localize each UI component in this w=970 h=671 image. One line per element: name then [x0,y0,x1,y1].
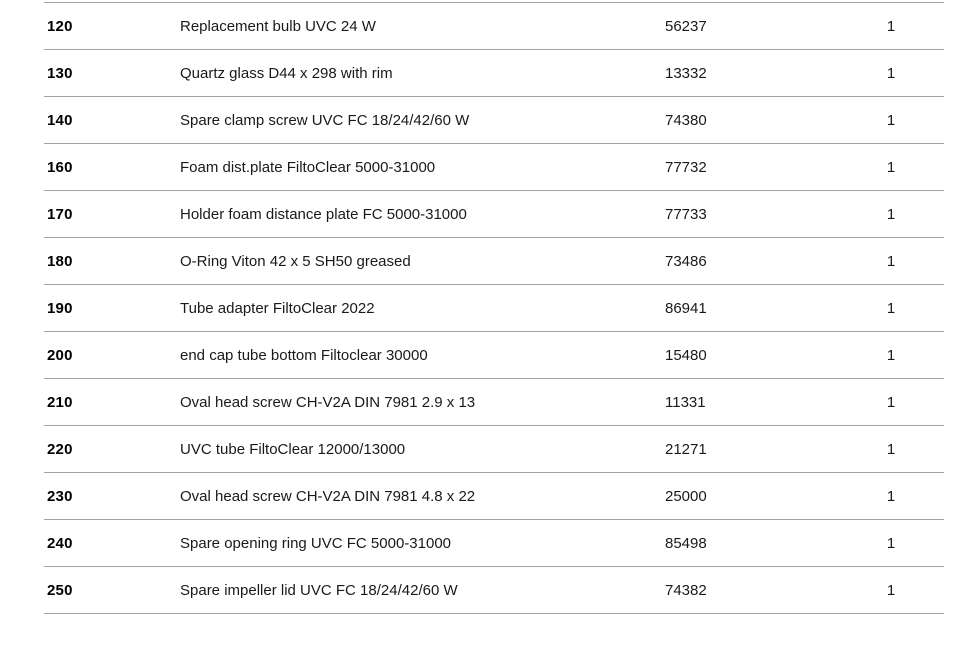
cell-description: Spare clamp screw UVC FC 18/24/42/60 W [180,111,470,129]
table-row[interactable]: 170 Holder foam distance plate FC 5000-31… [44,191,944,237]
cell-position: 130 [47,64,73,82]
spare-parts-table: 120 Replacement bulb UVC 24 W 56237 1 130 Qua… [44,2,944,614]
cell-part-number: 74380 [665,111,707,129]
table-row[interactable]: 140 Spare clamp screw UVC FC 18/24/42/60 … [44,97,944,143]
cell-quantity: 1 [886,205,896,223]
cell-description: Quartz glass D44 x 298 with rim [180,64,393,82]
cell-position: 220 [47,440,73,458]
table-row[interactable]: 120 Replacement bulb UVC 24 W 56237 1 [44,3,944,49]
cell-part-number: 77733 [665,205,707,223]
row-divider [44,2,944,3]
cell-position: 230 [47,487,73,505]
cell-description: Replacement bulb UVC 24 W [180,17,376,35]
cell-part-number: 77732 [665,158,707,176]
cell-quantity: 1 [886,581,896,599]
cell-part-number: 11331 [665,393,706,411]
row-divider [44,425,944,426]
cell-description: end cap tube bottom Filtoclear 30000 [180,346,428,364]
cell-quantity: 1 [886,158,896,176]
cell-position: 160 [47,158,73,176]
table-row[interactable]: 250 Spare impeller lid UVC FC 18/24/42/60… [44,567,944,613]
cell-description: Oval head screw CH-V2A DIN 7981 4.8 x 22 [180,487,476,505]
row-divider [44,143,944,144]
table-row[interactable]: 130 Quartz glass D44 x 298 with rim 13332 1 [44,50,944,96]
cell-description: O-Ring Viton 42 x 5 SH50 greased [180,252,411,270]
row-divider [44,472,944,473]
row-divider [44,190,944,191]
row-divider [44,378,944,379]
cell-position: 190 [47,299,73,317]
cell-quantity: 1 [886,346,896,364]
cell-quantity: 1 [886,440,896,458]
cell-quantity: 1 [886,252,896,270]
cell-quantity: 1 [886,487,896,505]
cell-quantity: 1 [886,393,896,411]
cell-part-number: 86941 [665,299,707,317]
cell-description: Spare impeller lid UVC FC 18/24/42/60 W [180,581,458,599]
cell-description: Spare opening ring UVC FC 5000-31000 [180,534,452,552]
cell-quantity: 1 [886,17,896,35]
cell-part-number: 15480 [665,346,707,364]
cell-quantity: 1 [886,111,896,129]
row-divider [44,519,944,520]
table-row[interactable]: 160 Foam dist.plate FiltoClear 5000-31000… [44,144,944,190]
row-divider [44,237,944,238]
table-row[interactable]: 230 Oval head screw CH-V2A DIN 7981 4.8 x… [44,473,944,519]
table-row[interactable]: 210 Oval head screw CH-V2A DIN 7981 2.9 x… [44,379,944,425]
cell-position: 210 [47,393,73,411]
cell-position: 240 [47,534,73,552]
table-row[interactable]: 220 UVC tube FiltoClear 12000/13000 21271 1 [44,426,944,472]
cell-position: 120 [47,17,73,35]
cell-description: Foam dist.plate FiltoClear 5000-31000 [180,158,436,176]
cell-position: 140 [47,111,73,129]
cell-position: 250 [47,581,73,599]
row-divider [44,566,944,567]
cell-position: 170 [47,205,73,223]
cell-description: Holder foam distance plate FC 5000-31000 [180,205,467,223]
table-row[interactable]: 240 Spare opening ring UVC FC 5000-31000 8… [44,520,944,566]
cell-description: Tube adapter FiltoClear 2022 [180,299,375,317]
row-divider [44,331,944,332]
cell-part-number: 73486 [665,252,707,270]
cell-part-number: 13332 [665,64,707,82]
table-row[interactable]: 190 Tube adapter FiltoClear 2022 86941 1 [44,285,944,331]
row-divider [44,613,944,614]
cell-description: UVC tube FiltoClear 12000/13000 [180,440,406,458]
cell-part-number: 85498 [665,534,707,552]
row-divider [44,284,944,285]
cell-description: Oval head screw CH-V2A DIN 7981 2.9 x 13 [180,393,476,411]
cell-part-number: 74382 [665,581,707,599]
cell-quantity: 1 [886,64,896,82]
table-row[interactable]: 200 end cap tube bottom Filtoclear 30000 1… [44,332,944,378]
cell-part-number: 21271 [665,440,707,458]
row-divider [44,49,944,50]
table-body: 120 Replacement bulb UVC 24 W 56237 1 130 Qua… [44,2,944,614]
row-divider [44,96,944,97]
table-bottom-whitespace [0,614,970,671]
cell-position: 180 [47,252,73,270]
cell-quantity: 1 [886,299,896,317]
cell-quantity: 1 [886,534,896,552]
table-row[interactable]: 180 O-Ring Viton 42 x 5 SH50 greased 73486… [44,238,944,284]
cell-part-number: 25000 [665,487,707,505]
cell-position: 200 [47,346,73,364]
cell-part-number: 56237 [665,17,707,35]
